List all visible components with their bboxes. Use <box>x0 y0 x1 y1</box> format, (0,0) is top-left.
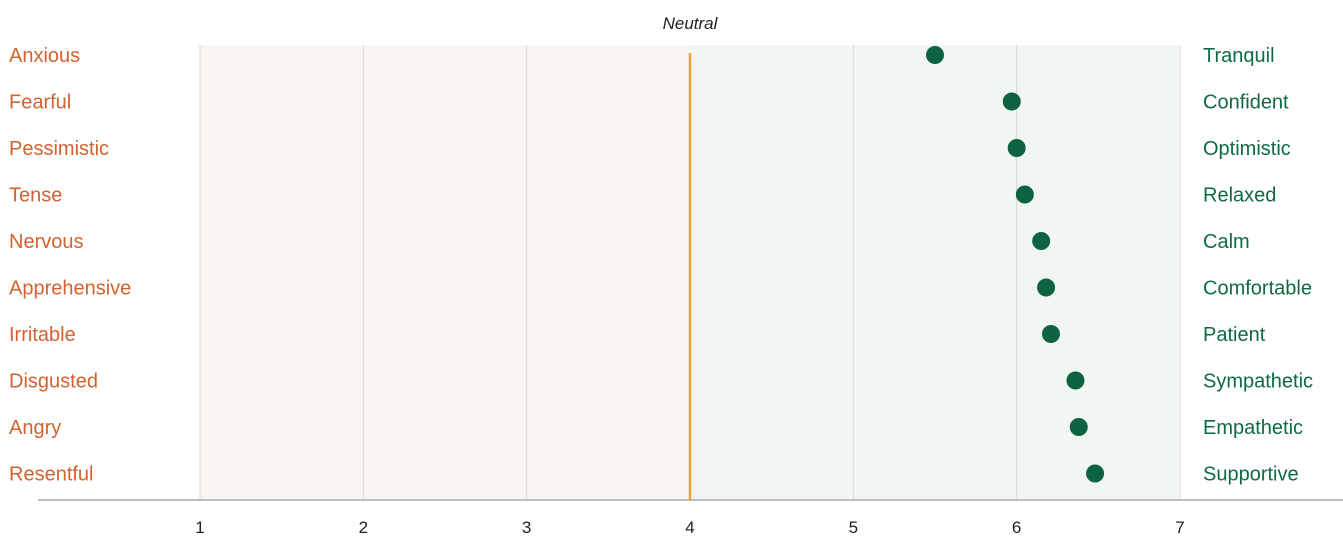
positive-label: Comfortable <box>1203 278 1312 300</box>
negative-label: Angry <box>9 417 61 439</box>
x-tick-label: 6 <box>1012 518 1021 537</box>
x-tick-label: 2 <box>359 518 368 537</box>
data-point <box>1015 185 1034 204</box>
negative-band <box>200 45 690 500</box>
negative-label: Tense <box>9 185 62 207</box>
negative-label: Disgusted <box>9 371 98 393</box>
data-point <box>1069 418 1088 436</box>
negative-label: Resentful <box>9 464 94 486</box>
positive-label: Patient <box>1203 324 1266 346</box>
x-tick-label: 7 <box>1175 518 1184 537</box>
positive-label: Tranquil <box>1203 45 1275 67</box>
neutral-marker: Neutral <box>663 14 719 500</box>
data-point <box>1086 464 1105 483</box>
negative-label: Fearful <box>9 92 71 114</box>
data-point <box>1041 325 1060 343</box>
data-point <box>1037 278 1056 297</box>
background-bands <box>200 45 1180 500</box>
positive-label: Confident <box>1203 92 1289 114</box>
data-point <box>1002 92 1021 111</box>
positive-label: Calm <box>1203 231 1250 253</box>
positive-band <box>690 45 1180 500</box>
x-tick-labels: 1 2 3 4 5 6 7 <box>195 518 1184 537</box>
negative-label: Nervous <box>9 231 83 253</box>
data-point <box>1066 371 1085 390</box>
positive-label: Supportive <box>1203 464 1299 486</box>
data-point <box>926 46 944 64</box>
x-tick-label: 1 <box>195 518 204 537</box>
positive-label: Sympathetic <box>1203 371 1313 393</box>
data-points <box>926 46 1105 483</box>
negative-label: Pessimistic <box>9 138 109 160</box>
negative-label: Anxious <box>9 45 80 67</box>
positive-labels: Tranquil Confident Optimistic Relaxed Calm Co… <box>1203 45 1313 486</box>
data-point <box>1032 232 1051 250</box>
x-tick-label: 5 <box>849 518 858 537</box>
x-tick-label: 4 <box>685 518 694 537</box>
negative-labels: Anxious Fearful Pessimistic Tense Nervous App… <box>9 45 131 486</box>
positive-label: Optimistic <box>1203 138 1291 160</box>
neutral-label: Neutral <box>663 14 719 33</box>
negative-label: Apprehensive <box>9 278 131 300</box>
negative-label: Irritable <box>9 324 76 346</box>
positive-label: Empathetic <box>1203 417 1303 439</box>
x-tick-label: 3 <box>522 518 531 537</box>
data-point <box>1007 139 1026 157</box>
gridlines <box>199 45 1181 500</box>
positive-label: Relaxed <box>1203 185 1276 207</box>
